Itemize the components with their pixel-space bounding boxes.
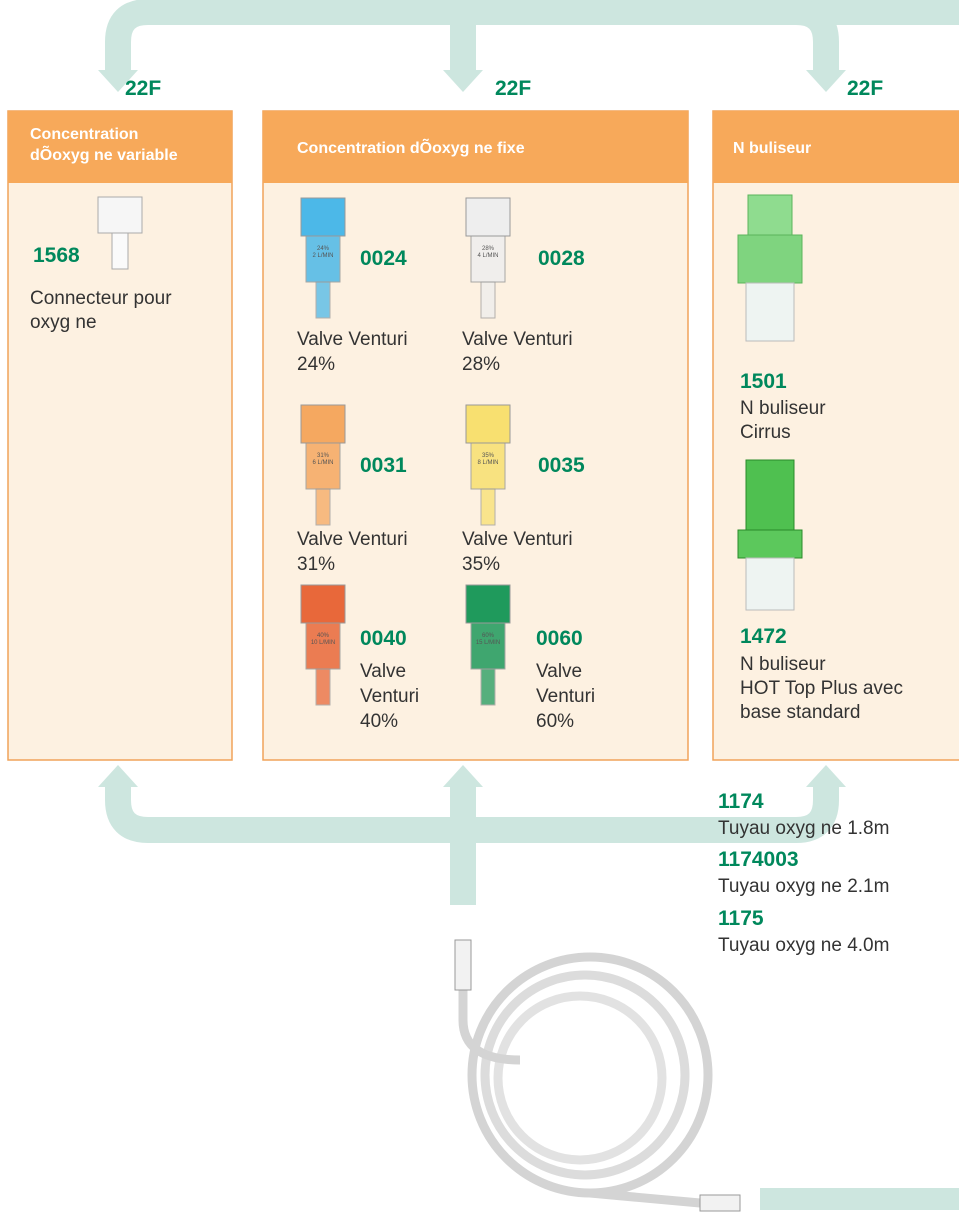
coil: [498, 996, 662, 1160]
item-desc: Cirrus: [740, 422, 791, 443]
valve-body: [306, 236, 340, 282]
item-desc: Valve Venturi: [462, 329, 573, 350]
tubing-code: 1174003: [718, 848, 799, 871]
valve-tag: 40%: [317, 633, 330, 639]
item-desc: 60%: [536, 711, 574, 732]
tubing-code: 1174: [718, 790, 764, 813]
item-desc: Valve Venturi: [297, 529, 408, 550]
tubing-image: [455, 940, 740, 1211]
item-desc: Valve: [360, 661, 406, 682]
neb-mid: [738, 235, 802, 283]
item-code: 0024: [360, 247, 407, 270]
item-code: 1568: [33, 244, 80, 267]
valve-top: [301, 198, 345, 236]
valve-nozzle: [316, 669, 330, 705]
panel-title: dÕoxyg ne variable: [30, 144, 178, 164]
item-code: 0040: [360, 627, 407, 650]
valve-top: [466, 405, 510, 443]
valve-body: [471, 443, 505, 489]
valve-nozzle: [481, 489, 495, 525]
valve-body: [306, 623, 340, 669]
valve-tag: 31%: [317, 453, 330, 459]
panel-title: Concentration: [30, 126, 138, 143]
item-code: 0031: [360, 454, 407, 477]
coil: [485, 975, 685, 1175]
item-desc: Venturi: [536, 686, 595, 707]
flow-label: 22F: [847, 77, 883, 100]
valve-tag: 35%: [482, 453, 495, 459]
valve-body: [471, 623, 505, 669]
arrow-head: [806, 70, 846, 92]
tubing-desc: Tuyau oxyg ne 2.1m: [718, 876, 889, 897]
valve-body: [471, 236, 505, 282]
item-desc: N buliseur: [740, 654, 826, 675]
valve-tag: 15 L/MIN: [476, 640, 500, 646]
neb-cup: [746, 558, 794, 610]
item-desc: 24%: [297, 354, 335, 375]
valve-top: [466, 585, 510, 623]
bottom-bar: [760, 1188, 959, 1210]
valve-tag: 8 L/MIN: [477, 460, 498, 466]
right-drop: [796, 12, 826, 72]
arrow-head: [443, 765, 483, 787]
item-code: 0035: [538, 454, 585, 477]
valve-tag: 2 L/MIN: [312, 253, 333, 259]
valve-tag: 10 L/MIN: [311, 640, 335, 646]
tube-end: [455, 940, 471, 990]
page: 22F 22F 22F ConcentrationdÕoxyg ne variable…: [0, 0, 959, 1224]
valve-nozzle: [481, 669, 495, 705]
tubing-desc: Tuyau oxyg ne 1.8m: [718, 818, 889, 839]
valve-tag: 4 L/MIN: [477, 253, 498, 259]
item-desc: 40%: [360, 711, 398, 732]
item-desc: oxyg ne: [30, 312, 97, 333]
item-code: 0060: [536, 627, 583, 650]
panel-title: N buliseur: [733, 140, 811, 157]
valve-tag: 60%: [482, 633, 495, 639]
panel-title: Concentration dÕoxyg ne fixe: [297, 137, 525, 157]
neb-mid: [738, 530, 802, 558]
valve-nozzle: [316, 489, 330, 525]
valve-tag: 6 L/MIN: [312, 460, 333, 466]
diagram: 22F 22F 22F ConcentrationdÕoxyg ne variable…: [0, 0, 959, 1224]
item-code: 0028: [538, 247, 585, 270]
arrow-head: [98, 765, 138, 787]
valve-top: [301, 585, 345, 623]
valve-nozzle: [316, 282, 330, 318]
item-desc: N buliseur: [740, 398, 826, 419]
item-desc: Valve Venturi: [462, 529, 573, 550]
item-desc: Venturi: [360, 686, 419, 707]
stem: [112, 233, 128, 269]
tubing-desc: Tuyau oxyg ne 4.0m: [718, 935, 889, 956]
valve-tag: 24%: [317, 246, 330, 252]
valve-top: [301, 405, 345, 443]
valve-nozzle: [481, 282, 495, 318]
flow-label: 22F: [495, 77, 531, 100]
flow-label: 22F: [125, 77, 161, 100]
neb-cup: [746, 283, 794, 341]
arrow-head: [806, 765, 846, 787]
tubing-code: 1175: [718, 907, 764, 930]
item-desc: 31%: [297, 554, 335, 575]
arrow-head: [443, 70, 483, 92]
neb-top: [746, 460, 794, 530]
tube: [590, 1193, 700, 1203]
cap: [98, 197, 142, 233]
item-desc: 28%: [462, 354, 500, 375]
item-desc: 35%: [462, 554, 500, 575]
valve-tag: 28%: [482, 246, 495, 252]
item-code: 1472: [740, 625, 787, 648]
item-desc: Valve Venturi: [297, 329, 408, 350]
item-desc: Valve: [536, 661, 582, 682]
valve-top: [466, 198, 510, 236]
neb-top: [748, 195, 792, 235]
item-desc: Connecteur pour: [30, 288, 172, 309]
tube-end: [700, 1195, 740, 1211]
item-desc: HOT Top Plus avec: [740, 678, 903, 699]
item-desc: base standard: [740, 702, 860, 723]
valve-body: [306, 443, 340, 489]
item-code: 1501: [740, 370, 787, 393]
